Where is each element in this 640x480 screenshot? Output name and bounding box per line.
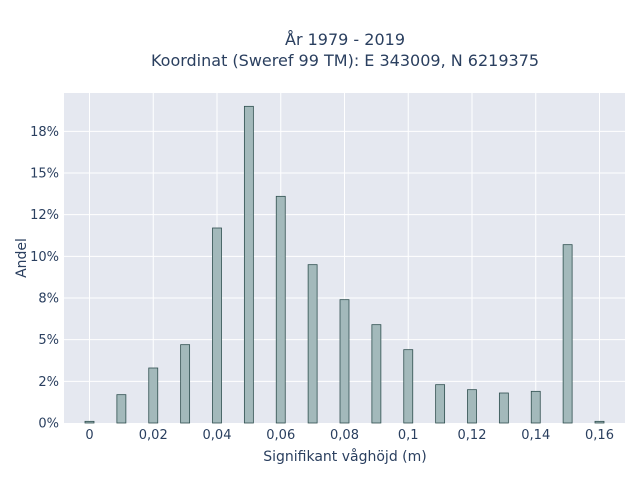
chart-title-line2: Koordinat (Sweref 99 TM): E 343009, N 62… [151,51,539,70]
bar-5 [243,105,254,424]
x-tick-label-5: 0,1 [398,428,419,443]
bar-10 [403,349,414,424]
y-tick-label-7: 18% [30,125,59,140]
bar-2 [148,367,159,424]
y-axis-title: Andel [14,238,30,278]
bars [84,105,605,424]
bar-7 [307,264,318,424]
bar-3 [180,344,191,424]
x-tick-label-2: 0,04 [203,428,232,443]
x-tick-labels: 0 0,02 0,04 0,06 0,08 0,1 0,12 0,14 0,16 [85,428,614,443]
y-tick-label-6: 15% [30,167,59,182]
bar-11 [435,384,446,424]
bar-8 [339,299,350,424]
bar-4 [212,227,222,424]
x-axis-title: Signifikant våghöjd (m) [263,448,426,465]
y-tick-label-3: 8% [38,292,59,307]
bar-9 [371,324,382,424]
y-tick-label-1: 2% [38,375,59,390]
y-tick-label-2: 5% [38,333,59,348]
bar-14 [530,390,541,424]
bar-0 [84,420,95,424]
x-tick-label-8: 0,16 [585,428,614,443]
y-tick-label-4: 10% [30,250,59,265]
bar-12 [467,389,477,424]
x-tick-label-6: 0,12 [458,428,487,443]
x-tick-label-0: 0 [85,428,93,443]
bar-1 [116,394,127,424]
x-tick-label-4: 0,08 [330,428,359,443]
bar-15 [562,244,573,424]
x-tick-label-7: 0,14 [521,428,550,443]
bar-13 [498,392,509,424]
bar-6 [275,195,286,424]
chart-title-line1: År 1979 - 2019 [285,30,405,49]
x-tick-label-1: 0,02 [139,428,168,443]
y-tick-labels: 0% 2% 5% 8% 10% 12% 15% 18% [30,125,59,432]
y-tick-label-0: 0% [38,417,59,432]
x-tick-label-3: 0,06 [266,428,295,443]
y-tick-label-5: 12% [30,208,59,223]
bar-16 [594,420,605,424]
